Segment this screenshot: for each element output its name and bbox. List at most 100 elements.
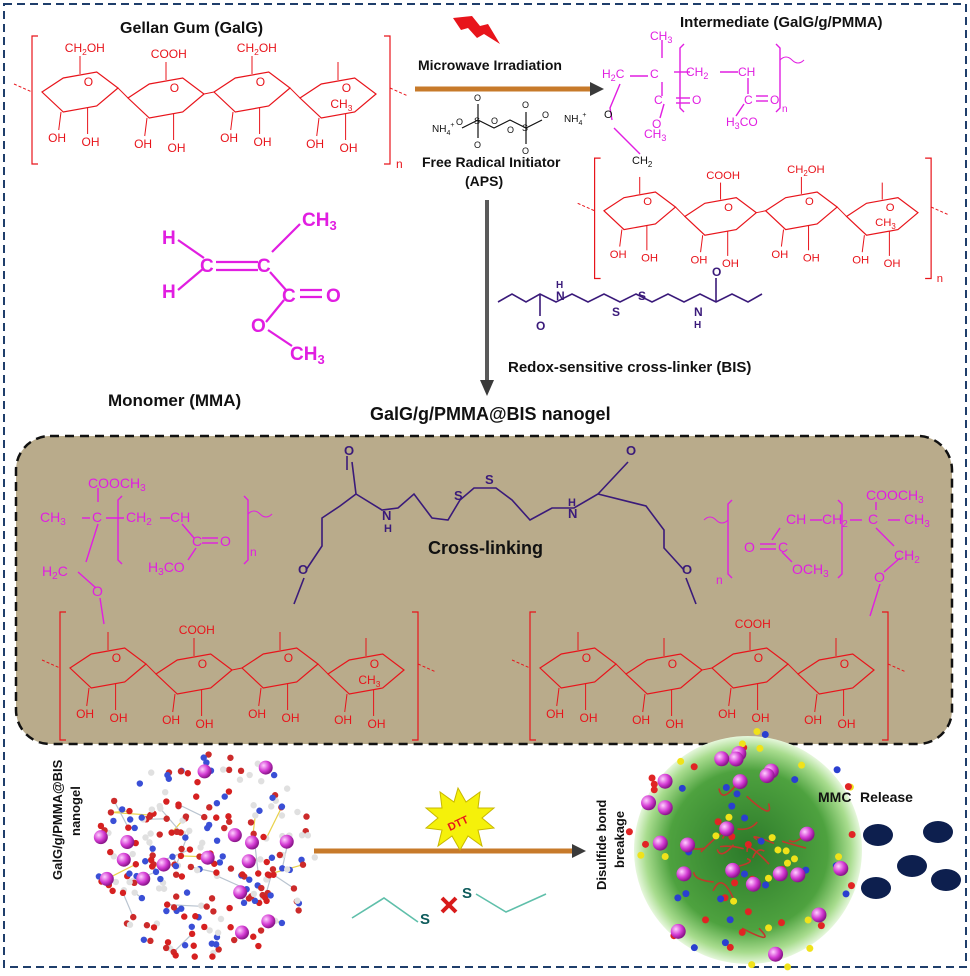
polymer-fragment [752,849,765,859]
tspan: CH [875,217,891,229]
released-node [680,837,696,853]
mmc-drug-particles [861,821,961,899]
repeat-bracket [529,611,536,741]
network-atom [201,813,208,821]
bis-h1: H [556,280,563,291]
network-atom [311,854,318,861]
substituent-label: CH2OH [65,41,105,57]
inter-o1: O [770,93,779,107]
network-atom [250,890,258,898]
network-atom [173,893,180,900]
released-atom [762,881,770,889]
sugar-ring [213,71,291,113]
inter-h3co: H3CO [726,115,758,131]
network-atom [240,899,248,907]
panel-right-gum: O OH OH O OH OH O OH OH COOH O OH OH [511,611,907,741]
network-atom [107,809,115,816]
repeat-bracket [31,35,38,165]
released-atom [714,818,722,826]
glycosidic-bond [145,663,157,675]
network-atom [156,802,163,810]
network-atom [257,856,264,863]
released-node [652,835,668,851]
network-atom [170,904,178,911]
bis-n1: N [556,289,565,303]
network-atom [208,940,216,947]
polymer-fragment [737,821,758,831]
network-atom [225,813,232,820]
nanogel-particle [93,751,318,960]
nh4-right: NH4+ [564,112,586,127]
network-atom [156,831,163,838]
released-atom [674,894,682,902]
left-c: C [92,509,102,525]
right-ch2b: CH2 [894,547,920,566]
sugar-ring [845,197,919,236]
hydroxyl-label: OH [340,141,358,155]
released-atom [702,916,710,924]
glycosidic-bond [289,87,301,99]
released-node [799,826,815,842]
network-atom [131,889,138,896]
bridge-h2: H [568,497,576,509]
ring-bond [172,693,176,713]
ring-bond [344,693,348,713]
network-atom [295,907,302,914]
crosslink-bridge: O O N H S S N H O O [293,443,697,605]
left-ch: CH [170,509,190,525]
hydroxyl-label: OH [771,249,788,261]
network-node [93,830,108,845]
hydroxyl-label: OH [546,707,564,721]
network-node [99,871,114,886]
inter-c2: C [744,93,753,107]
network-atom [279,865,286,872]
right-och3: OCH3 [792,561,829,580]
network-atom [129,850,136,858]
network-node [261,914,276,929]
network-atom [206,804,213,811]
aps-o2: O [474,93,481,103]
network-atom [126,878,133,886]
ring-oxygen: O [582,651,591,665]
released-atom [847,882,855,890]
tspan: CH [65,41,82,55]
network-atom [182,834,189,841]
ring-oxygen: O [342,81,351,95]
released-atom [625,828,633,836]
released-atom [738,740,746,748]
network-atom [213,837,221,844]
network-atom [298,856,305,864]
bridge-o1: O [344,443,354,458]
network-atom [168,829,175,836]
network-atom [140,936,148,943]
network-atom [208,895,216,902]
inter-ch2-link: CH2 [632,155,653,169]
glycosidic-bond [203,91,215,95]
network-atom [173,828,181,836]
released-atom [804,916,812,924]
released-atom [690,763,698,771]
released-atom [731,879,739,887]
network-atom [177,768,185,775]
released-node [833,861,849,877]
polymer-fragment [719,845,744,850]
aps-o4: O [491,116,498,126]
disulfide-label: Disulfide bond breakage [594,800,627,890]
network-atom [205,751,212,758]
network-node [244,835,259,850]
network-atom [163,798,170,805]
released-atom [637,851,645,859]
network-atom [214,929,222,936]
ring-bond [642,693,646,713]
aps-o7: O [522,146,529,156]
sugar-ring [299,77,377,119]
released-atom [650,786,658,794]
repeat-n: n [396,157,403,171]
aps-s2: S [522,123,528,133]
ring-oxygen: O [284,651,293,665]
released-node [768,946,784,962]
network-node [197,764,212,779]
network-atom [191,953,198,960]
hydroxyl-label: OH [368,717,386,731]
